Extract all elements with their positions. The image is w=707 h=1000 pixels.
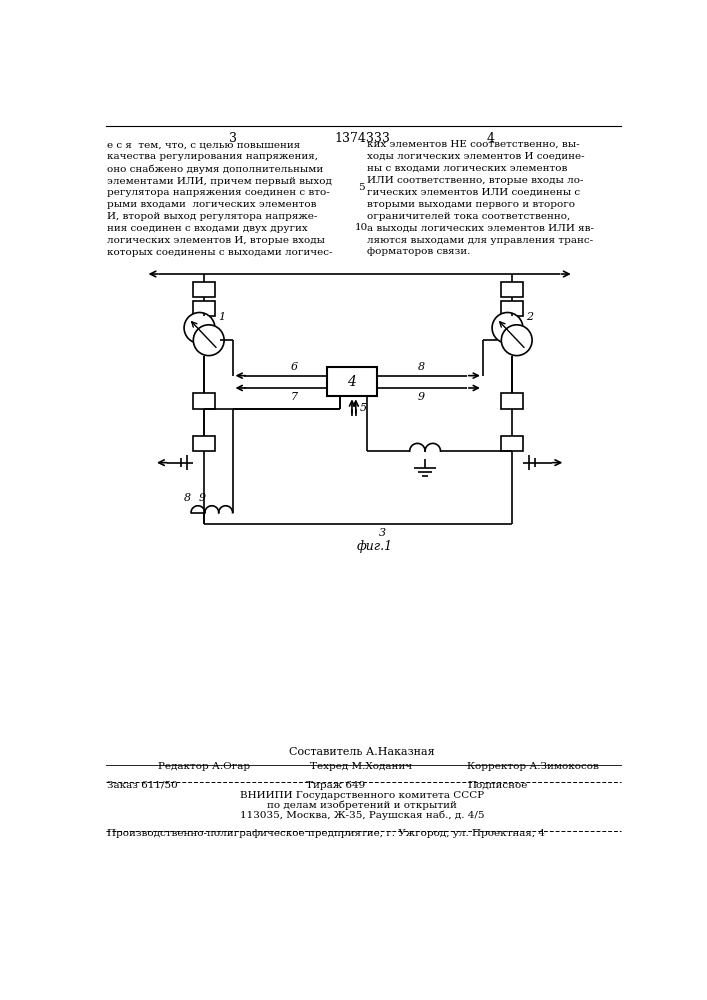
- Text: 5: 5: [360, 403, 367, 413]
- Bar: [501, 436, 523, 451]
- Text: Подписное: Подписное: [467, 781, 528, 790]
- Text: 2: 2: [526, 312, 533, 322]
- Circle shape: [193, 325, 224, 356]
- Text: Редактор А.Огар: Редактор А.Огар: [158, 762, 250, 771]
- Text: ких элементов НЕ соответственно, вы-
ходы логических элементов И соедине-
ны с в: ких элементов НЕ соответственно, вы- ход…: [368, 140, 595, 256]
- Text: 7: 7: [291, 392, 298, 402]
- Text: 8: 8: [418, 362, 425, 372]
- Circle shape: [492, 312, 523, 343]
- Bar: [501, 282, 523, 297]
- Text: 1374333: 1374333: [334, 132, 390, 145]
- Text: ВНИИПИ Государственного комитета СССР: ВНИИПИ Государственного комитета СССР: [240, 791, 484, 800]
- Text: 9: 9: [418, 392, 425, 402]
- Text: 9: 9: [198, 493, 205, 503]
- Text: 1: 1: [218, 312, 225, 322]
- Bar: [327, 367, 377, 396]
- Text: Корректор А.Зимокосов: Корректор А.Зимокосов: [467, 762, 600, 771]
- Bar: [501, 393, 523, 409]
- Text: е с я  тем, что, с целью повышения
качества регулирования напряжения,
оно снабже: е с я тем, что, с целью повышения качест…: [107, 140, 332, 257]
- Text: 5: 5: [358, 183, 365, 192]
- Circle shape: [501, 325, 532, 356]
- Text: Производственно-полиграфическое предприятие, г. Ужгород, ул. Проектная, 4: Производственно-полиграфическое предприя…: [107, 829, 545, 838]
- Text: 113035, Москва, Ж-35, Раушская наб., д. 4/5: 113035, Москва, Ж-35, Раушская наб., д. …: [240, 810, 484, 820]
- Text: 10: 10: [354, 223, 368, 232]
- Bar: [193, 436, 215, 451]
- Text: Заказ 611/50: Заказ 611/50: [107, 781, 178, 790]
- Text: 8: 8: [184, 493, 191, 503]
- Text: 6: 6: [291, 362, 298, 372]
- Bar: [193, 282, 215, 297]
- Text: по делам изобретений и открытий: по делам изобретений и открытий: [267, 800, 457, 810]
- Text: Тираж 649: Тираж 649: [305, 781, 365, 790]
- Text: Техред М.Ходанич: Техред М.Ходанич: [310, 762, 411, 771]
- Text: Составитель А.Наказная: Составитель А.Наказная: [289, 747, 435, 757]
- Text: 3: 3: [228, 132, 237, 145]
- Bar: [193, 393, 215, 409]
- Bar: [501, 301, 523, 316]
- Text: 4: 4: [348, 375, 356, 389]
- Text: 4: 4: [486, 132, 494, 145]
- Bar: [193, 301, 215, 316]
- Text: 3: 3: [379, 528, 386, 538]
- Circle shape: [184, 312, 215, 343]
- Text: фиг.1: фиг.1: [357, 540, 393, 553]
